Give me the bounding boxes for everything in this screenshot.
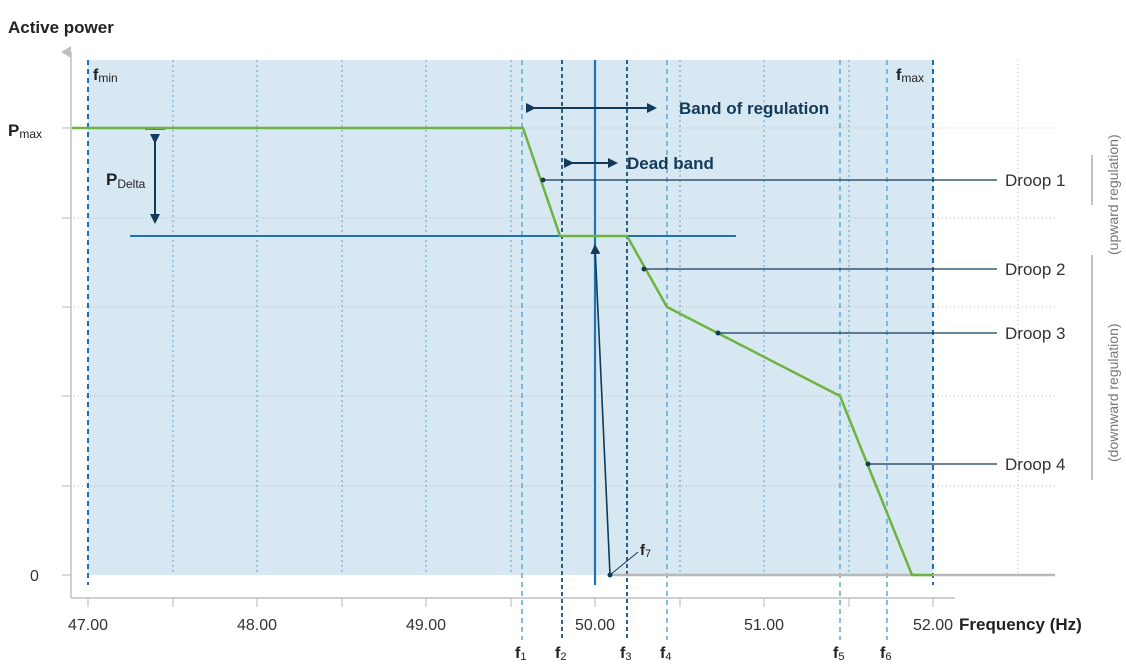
x-tick-labels: 47.00 48.00 49.00 50.00 51.00 52.00 — [68, 617, 953, 634]
upward-regulation-label: (upward regulation) — [1105, 134, 1121, 255]
vertical-gridlines — [172, 60, 850, 575]
f-marker-lines — [87, 60, 934, 640]
fmin-label: fmin — [93, 67, 118, 85]
pdelta-label: PDelta — [106, 170, 146, 191]
operating-region — [88, 60, 933, 575]
f3-label: f3 — [620, 645, 631, 663]
droop-curve — [72, 126, 933, 577]
x-axis-ticks — [87, 598, 934, 607]
droop-leaders — [543, 179, 997, 465]
f1-label: f1 — [515, 645, 526, 663]
chart-title: Active power — [8, 18, 114, 37]
f7-label: f7 — [640, 542, 651, 560]
f2-label: f2 — [555, 645, 566, 663]
f7-path — [590, 244, 611, 576]
f6-label: f6 — [880, 645, 891, 663]
axes — [61, 46, 955, 599]
x-tick-label: 50.00 — [575, 617, 615, 634]
droop-points — [540, 177, 871, 467]
y-axis-ticks — [62, 127, 71, 576]
x-tick-label: 52.00 — [913, 617, 953, 634]
x-tick-label: 47.00 — [68, 617, 108, 634]
droop-2-label: Droop 2 — [1005, 260, 1065, 279]
downward-regulation-label: (downward regulation) — [1105, 323, 1121, 462]
droop-4-label: Droop 4 — [1005, 455, 1065, 474]
droop-3-label: Droop 3 — [1005, 324, 1065, 343]
pmax-label: Pmax — [8, 121, 42, 141]
f5-label: f5 — [833, 645, 844, 663]
x-tick-label: 49.00 — [406, 617, 446, 634]
fmax-label: fmax — [896, 67, 924, 85]
f7-leader — [609, 551, 639, 576]
droop-1-label: Droop 1 — [1005, 171, 1065, 190]
f-marker-labels: f1 f2 f3 f4 f5 f6 — [515, 645, 891, 663]
x-tick-label: 48.00 — [237, 617, 277, 634]
f4-label: f4 — [660, 645, 671, 663]
x-tick-label: 51.00 — [744, 617, 784, 634]
band-of-regulation-label: Band of regulation — [679, 99, 829, 118]
y-zero-label: 0 — [30, 568, 39, 585]
x-axis-label: Frequency (Hz) — [959, 615, 1082, 634]
dead-band-label: Dead band — [627, 154, 714, 173]
